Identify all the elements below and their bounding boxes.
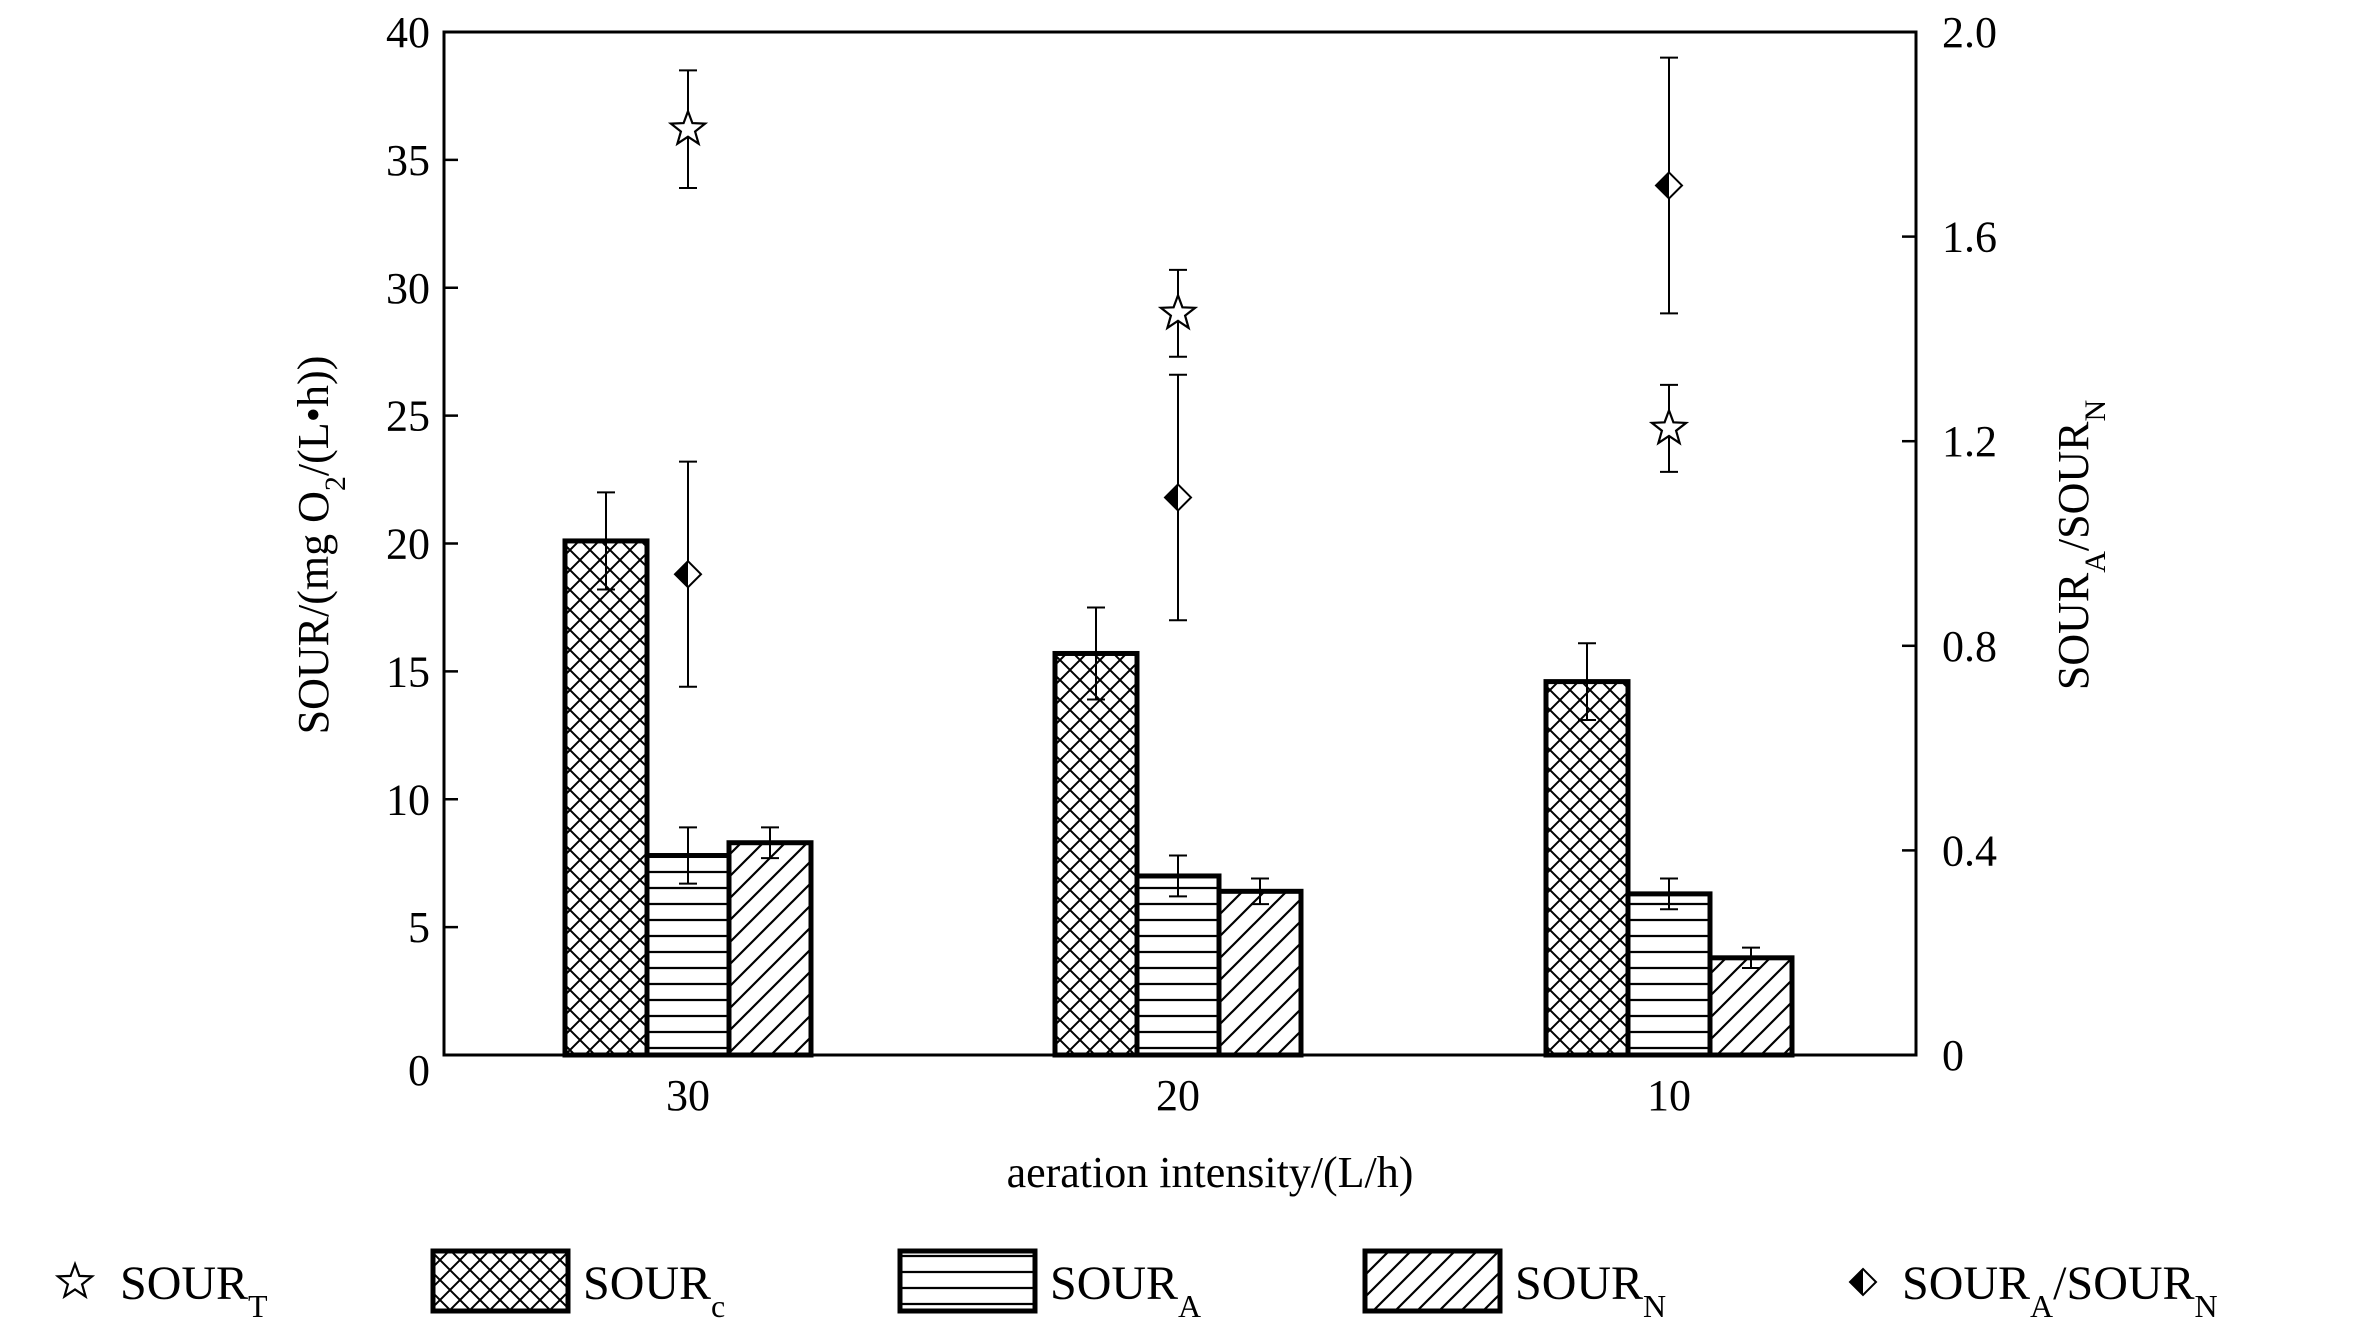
bar-SOURc-10 bbox=[1543, 679, 1631, 1058]
errorbar-SOURA-20 bbox=[1169, 854, 1187, 898]
errorbar-SOURc-20 bbox=[1087, 606, 1105, 701]
bar-SOURN-10 bbox=[1707, 955, 1795, 1058]
errorbar-SOURN-20 bbox=[1251, 877, 1269, 906]
point-SOURT-30 bbox=[667, 108, 709, 147]
y2-axis-title: SOURA/SOURN bbox=[2049, 400, 2112, 690]
bar-SOURN-20 bbox=[1216, 888, 1304, 1058]
y-axis-title: SOUR/(mg O2/(L•h)) bbox=[289, 356, 352, 735]
point-diamond-20-fill bbox=[1165, 484, 1178, 511]
errorbar-SOURN-10 bbox=[1742, 946, 1760, 970]
point-SOURT-20 bbox=[1157, 292, 1199, 331]
errorbar-SOURc-10 bbox=[1578, 642, 1596, 721]
point-diamond-30-fill bbox=[675, 561, 688, 588]
legend-item-4: SOURA/SOURN bbox=[1848, 1257, 2218, 1324]
legend-label-2: SOURA bbox=[1050, 1257, 1201, 1324]
y-tick-label-20: 20 bbox=[386, 520, 430, 569]
legend-diamond-marker-fill bbox=[1850, 1269, 1863, 1295]
errorbar-SOURA-30 bbox=[679, 826, 697, 885]
y-tick-label-0: 0 bbox=[408, 1046, 430, 1095]
y-tick-label-30: 30 bbox=[386, 264, 430, 313]
errorbar-SOURN-30 bbox=[761, 826, 779, 860]
y-tick-label-15: 15 bbox=[386, 647, 430, 696]
y2-tick-label-1.2: 1.2 bbox=[1942, 417, 1997, 466]
bar-SOURc-30 bbox=[562, 538, 650, 1058]
point-diamond-20 bbox=[1163, 483, 1193, 512]
y2-tick-label-2.0: 2.0 bbox=[1942, 8, 1997, 57]
y-tick-label-10: 10 bbox=[386, 775, 430, 824]
legend-label-3: SOURN bbox=[1515, 1257, 1666, 1324]
legend-item-2: SOURA bbox=[897, 1248, 1201, 1324]
point-diamond-10-fill bbox=[1656, 172, 1669, 199]
y2-tick-label-0: 0 bbox=[1942, 1031, 1964, 1080]
legend-label-1: SOURc bbox=[583, 1257, 725, 1324]
plot-area: 0 5 10 15 20 25 30 35 40 0 0.4 0.8 1.2 1.6 2.0 30 20 10 ae… bbox=[289, 8, 2112, 1197]
point-diamond-30 bbox=[673, 559, 703, 589]
bar-SOURA-30 bbox=[644, 853, 732, 1058]
point-SOURT-10 bbox=[1648, 407, 1690, 446]
legend-item-3: SOURN bbox=[1362, 1248, 1666, 1324]
legend-label-4: SOURA/SOURN bbox=[1902, 1257, 2218, 1324]
errorbar-SOURc-30 bbox=[597, 491, 615, 591]
y-tick-label-25: 25 bbox=[386, 392, 430, 441]
x-axis-title: aeration intensity/(L/h) bbox=[1007, 1148, 1414, 1197]
bar-SOURA-10 bbox=[1625, 891, 1713, 1058]
x-tick-label-20: 20 bbox=[1156, 1071, 1200, 1120]
y2-tick-label-1.6: 1.6 bbox=[1942, 213, 1997, 262]
x-tick-label-10: 10 bbox=[1647, 1071, 1691, 1120]
bar-SOURc-20 bbox=[1052, 650, 1140, 1058]
x-tick-label-30: 30 bbox=[666, 1071, 710, 1120]
bar-SOURN-30 bbox=[726, 840, 814, 1058]
legend: SOURT SOURc SOURA SOURN SOURA/SOURN bbox=[54, 1248, 2218, 1324]
y-tick-label-40: 40 bbox=[386, 8, 430, 57]
y-tick-label-35: 35 bbox=[386, 136, 430, 185]
legend-item-0: SOURT bbox=[54, 1257, 268, 1324]
legend-swatch-crosshatch bbox=[430, 1248, 571, 1314]
bar-SOURA-20 bbox=[1134, 873, 1222, 1058]
y2-tick-label-0.8: 0.8 bbox=[1942, 622, 1997, 671]
legend-swatch-horizontal bbox=[897, 1248, 1038, 1314]
errorbar-SOURA-10 bbox=[1660, 877, 1678, 911]
point-diamond-10 bbox=[1654, 171, 1684, 200]
legend-label-0: SOURT bbox=[120, 1257, 268, 1324]
legend-swatch-diagonal bbox=[1362, 1248, 1503, 1314]
legend-diamond-marker bbox=[1848, 1267, 1878, 1297]
legend-star-marker bbox=[54, 1260, 96, 1300]
y-tick-label-5: 5 bbox=[408, 903, 430, 952]
y2-tick-label-0.4: 0.4 bbox=[1942, 826, 1997, 875]
legend-item-1: SOURc bbox=[430, 1248, 725, 1324]
